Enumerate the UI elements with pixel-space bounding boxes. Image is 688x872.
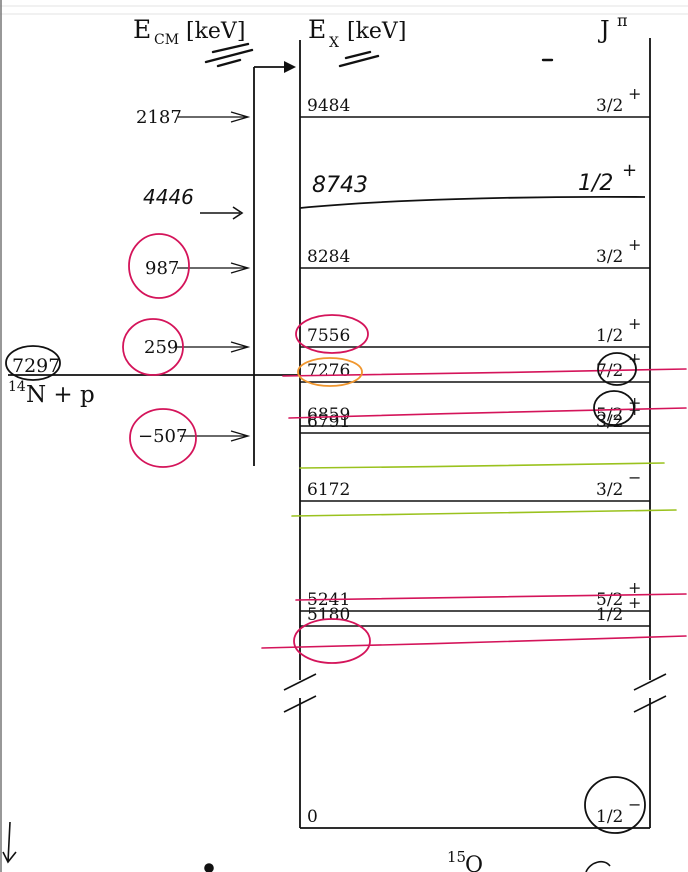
ecm-energy-label: 259 (144, 337, 178, 358)
svg-text:J: J (597, 16, 610, 44)
feed-arrow-head (284, 61, 296, 73)
ecm-energies: 2187 987 259 −507 (136, 107, 251, 447)
level-parity-label: + (628, 314, 641, 333)
circle-5180 (293, 618, 371, 664)
level-8284: 8284 3/2 + (300, 235, 650, 269)
level-spin-label: 3/2 (596, 480, 623, 500)
svg-text:E: E (308, 15, 326, 44)
handwritten-ecm: 4446 (143, 185, 244, 220)
ecm-energy-label: 987 (145, 258, 179, 279)
circle-ground-spin (584, 776, 646, 834)
level-box (299, 38, 651, 829)
level-spin-label: 1/2 (596, 807, 623, 827)
svg-text:E: E (133, 15, 151, 44)
handwritten-ecm-energy: 4446 (143, 185, 194, 209)
level-parity-label: − (628, 468, 641, 487)
handwritten-level: 8743 1/2 + (299, 160, 646, 209)
handwritten-level-energy: 8743 (312, 173, 368, 198)
level-0: 0 1/2− (307, 795, 641, 827)
circle-7-2 (597, 352, 637, 386)
handwritten-level-spin: 1/2 (578, 171, 613, 196)
threshold-energy: 7297 (12, 355, 60, 377)
level-energy-label: 7276 (307, 361, 350, 381)
level-spin-label: 1/2 (596, 605, 623, 625)
circle-minus-507 (129, 408, 197, 468)
nucleus-mass-number: 15 (447, 848, 466, 866)
header-ecm: E CM [keV] (133, 15, 245, 48)
ecm-energy-label: 2187 (136, 107, 182, 128)
magenta-strikes (261, 368, 687, 649)
ecm-arrow-3: −507 (138, 426, 251, 447)
level-energy-label: 6791 (307, 412, 350, 432)
level-7276: 7276 7/2+ (300, 349, 650, 383)
handwritten-level-parity: + (622, 160, 637, 181)
header-jpi: J π (597, 11, 628, 44)
circle-7297 (5, 345, 61, 381)
level-parity-label: + (628, 578, 641, 597)
level-parity-label: − (628, 795, 641, 814)
entrance-channel: 7297 14 N + p (8, 355, 95, 408)
level-spin-label: 3/2 (596, 412, 623, 432)
header-underline-scribbles (204, 42, 554, 68)
orange-circle-7276 (297, 357, 363, 387)
circle-7556 (295, 314, 369, 354)
level-spin-label: 1/2 (596, 326, 623, 346)
feed-axis (253, 66, 286, 466)
svg-text:[keV]: [keV] (186, 19, 245, 44)
magenta-circles (122, 233, 371, 664)
nucleus-label: 15 O (447, 848, 483, 872)
level-energy-label: 9484 (307, 96, 350, 116)
axis-break-marks (283, 673, 667, 713)
level-energy-label: 0 (307, 807, 318, 827)
level-parity-label: + (628, 84, 641, 103)
ecm-energy-label: −507 (138, 426, 187, 447)
svg-text:π: π (617, 11, 628, 30)
ecm-arrow-head (230, 262, 251, 274)
level-parity-label: + (628, 349, 641, 368)
black-circles (5, 345, 646, 834)
level-energy-label: 7556 (307, 326, 350, 346)
level-6172: 6172 3/2− (300, 468, 650, 502)
level-parity-label: + (628, 593, 641, 612)
circle-5-2 (593, 390, 635, 426)
level-9484: 9484 3/2 + (300, 84, 650, 118)
ecm-arrow-2: 259 (144, 337, 251, 358)
header-ex: E X [keV] (308, 15, 406, 51)
level-energy-label: 6859 (307, 405, 350, 425)
circle-987 (128, 233, 190, 299)
level-parity-label: + (628, 393, 641, 412)
background-grid (0, 5, 688, 15)
entrance-mass-number: 14 (8, 379, 26, 395)
lime-strikes (291, 462, 677, 517)
ecm-arrow-1: 987 (145, 258, 251, 279)
level-parity-label: + (628, 235, 641, 254)
level-energy-label: 8284 (307, 247, 350, 267)
nucleus-symbol: O (465, 853, 483, 872)
stray-marks (2, 821, 611, 872)
ecm-arrow-head (230, 111, 251, 123)
ecm-arrow-0: 2187 (136, 107, 251, 128)
svg-text:X: X (329, 35, 339, 51)
ecm-arrow-head (230, 430, 251, 442)
ecm-arrow-head (230, 341, 251, 353)
svg-text:CM: CM (154, 32, 179, 48)
entrance-reaction: N + p (26, 382, 95, 408)
level-spin-label: 3/2 (596, 96, 623, 116)
level-spin-label: 3/2 (596, 247, 623, 267)
level-energy-label: 6172 (307, 480, 350, 500)
circle-259 (122, 318, 184, 376)
svg-text:[keV]: [keV] (347, 19, 406, 44)
